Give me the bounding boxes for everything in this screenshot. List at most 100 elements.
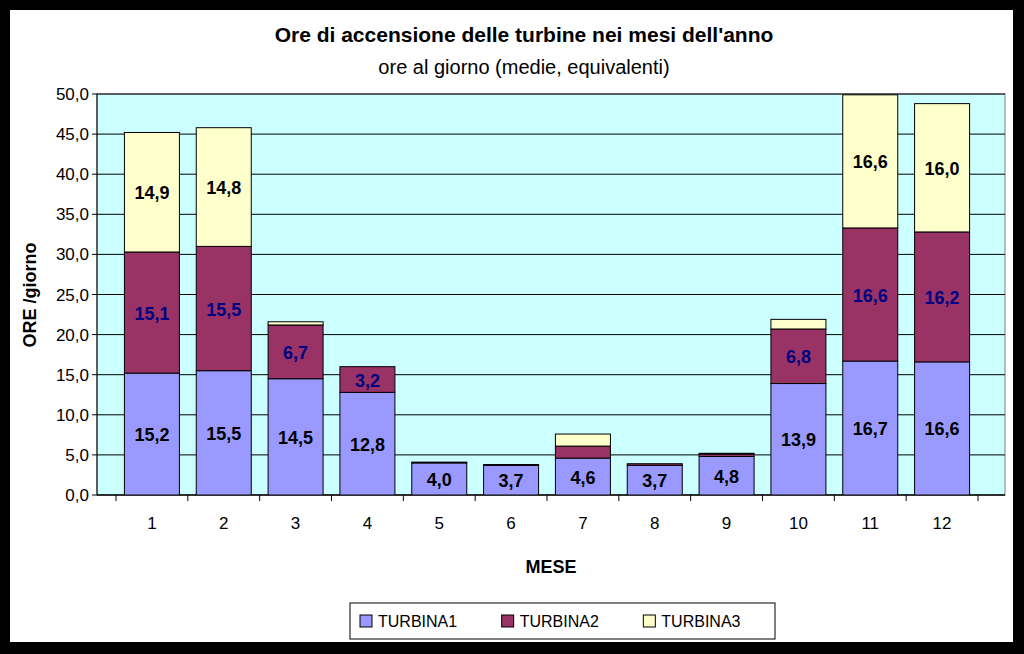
data-label: 15,5: [206, 300, 241, 320]
data-label: 3,2: [355, 371, 380, 391]
chart-area: [10, 10, 1013, 642]
x-tick-label: 12: [933, 514, 952, 533]
bar: [340, 392, 395, 495]
y-tick-label: 15,0: [56, 366, 89, 385]
legend: TURBINA1TURBINA2TURBINA3: [350, 603, 775, 639]
bar: [484, 464, 539, 465]
data-label: 16,6: [853, 286, 888, 306]
bar: [699, 453, 754, 455]
bar: [412, 462, 467, 464]
data-label: 16,2: [925, 288, 960, 308]
data-label: 3,7: [642, 471, 667, 491]
x-tick-label: 10: [789, 514, 808, 533]
x-tick-label: 3: [291, 514, 300, 533]
y-tick-label: 20,0: [56, 326, 89, 345]
bar: [340, 366, 395, 367]
bar: [124, 373, 179, 495]
x-tick: [690, 495, 691, 501]
y-axis: [97, 94, 98, 495]
y-tick: [92, 414, 97, 415]
bar: [555, 458, 610, 495]
y-tick: [92, 134, 97, 135]
data-label: 16,7: [853, 419, 888, 439]
x-tick: [978, 495, 979, 501]
subtitle: ore al giorno (medie, equivalenti): [378, 56, 669, 78]
bar: [627, 465, 682, 495]
x-tick: [762, 495, 763, 501]
data-label: 4,6: [570, 468, 595, 488]
bar: [915, 362, 970, 495]
x-tick-label: 8: [650, 514, 659, 533]
y-tick-label: 30,0: [56, 245, 89, 264]
data-label: 12,8: [350, 435, 385, 455]
bar: [771, 329, 826, 384]
y-tick-label: 40,0: [56, 165, 89, 184]
bar: [484, 464, 539, 466]
x-tick: [547, 495, 548, 501]
bar: [771, 384, 826, 495]
y-tick-label: 45,0: [56, 125, 89, 144]
bar: [196, 128, 251, 247]
y-tick-label: 25,0: [56, 286, 89, 305]
data-label: 4,0: [427, 470, 452, 490]
bar: [412, 462, 467, 463]
x-tick-label: 2: [219, 514, 228, 533]
legend-swatch: [502, 615, 514, 627]
x-tick-label: 5: [435, 514, 444, 533]
y-tick-label: 5,0: [65, 446, 89, 465]
y-tick: [92, 214, 97, 215]
x-tick: [906, 495, 907, 501]
bar: [843, 95, 898, 228]
x-tick: [475, 495, 476, 501]
data-label: 15,2: [134, 425, 169, 445]
x-tick-label: 4: [363, 514, 372, 533]
data-label: 3,7: [499, 471, 524, 491]
y-tick: [92, 94, 97, 95]
x-tick-label: 6: [506, 514, 515, 533]
bar: [268, 325, 323, 379]
bars: [124, 95, 969, 495]
y-tick-label: 35,0: [56, 205, 89, 224]
x-tick: [187, 495, 188, 501]
legend-swatch: [643, 615, 655, 627]
data-label: 14,9: [134, 183, 169, 203]
data-label: 14,5: [278, 428, 313, 448]
x-tick: [403, 495, 404, 501]
x-tick-label: 7: [578, 514, 587, 533]
bar: [699, 457, 754, 495]
data-label: 4,8: [714, 467, 739, 487]
title: Ore di accensione delle turbine nei mesi…: [275, 23, 774, 46]
legend-label: TURBINA1: [378, 613, 457, 630]
y-tick: [92, 294, 97, 295]
bar: [915, 232, 970, 362]
y-tick: [92, 334, 97, 335]
x-tick: [259, 495, 260, 501]
bar: [771, 319, 826, 329]
data-label: 16,6: [925, 419, 960, 439]
bar: [843, 361, 898, 495]
outer-frame: [0, 0, 1024, 654]
bar: [124, 252, 179, 373]
legend-box: [350, 603, 775, 639]
bar: [484, 465, 539, 495]
bar: [555, 434, 610, 446]
data-label: 6,8: [786, 347, 811, 367]
bar: [196, 246, 251, 370]
y-tick: [92, 495, 97, 496]
data-label: 15,1: [134, 304, 169, 324]
legend-swatch: [360, 615, 372, 627]
data-label: 13,9: [781, 430, 816, 450]
x-tick-label: 11: [861, 514, 879, 533]
data-label: 16,0: [925, 159, 960, 179]
y-tick-label: 10,0: [56, 406, 89, 425]
y-tick: [92, 254, 97, 255]
data-labels: 15,2 15,5 14,5 12,8 4,0 3,7 4,6 3,7 4,8 13,9 16,7 1…: [134, 152, 959, 491]
x-tick: [116, 495, 117, 501]
x-axis-label: MESE: [525, 557, 576, 577]
data-label: 15,5: [206, 424, 241, 444]
bar: [268, 322, 323, 325]
x-tick: [331, 495, 332, 501]
bar: [627, 463, 682, 464]
y-tick: [92, 454, 97, 455]
data-label: 14,8: [206, 178, 241, 198]
